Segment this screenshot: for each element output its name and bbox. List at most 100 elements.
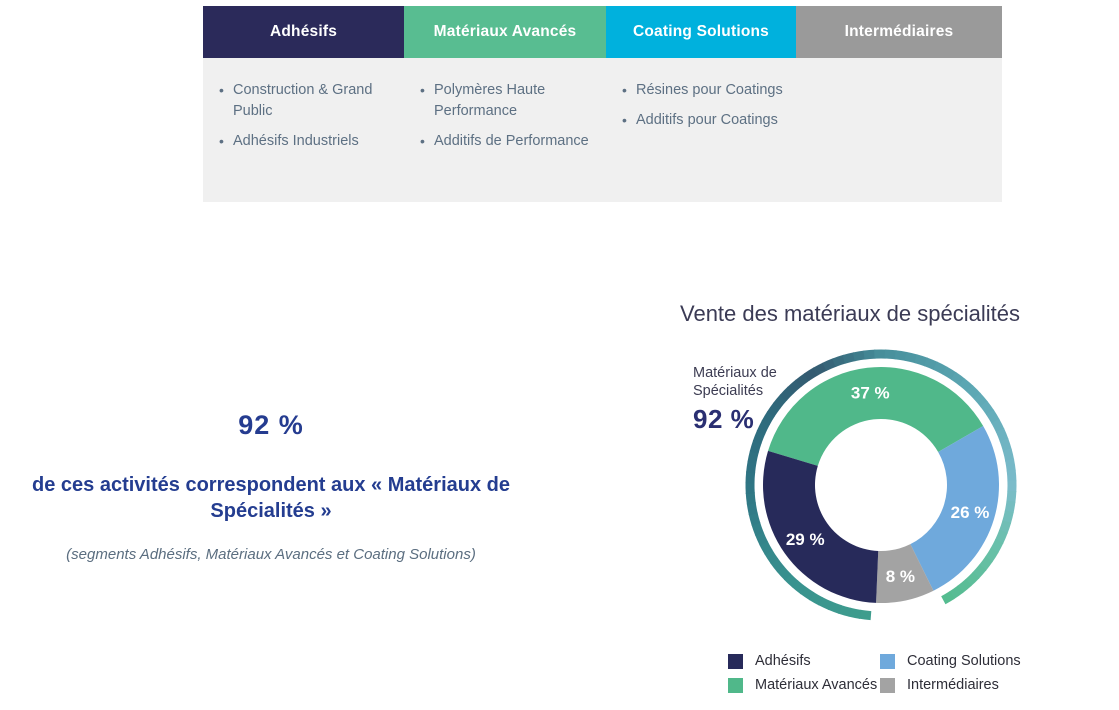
- outer-ring-arc: [948, 585, 964, 600]
- donut-slice-intermediaires: [876, 544, 934, 604]
- outer-ring-arc: [852, 350, 866, 362]
- specialty-callout: Matériaux de Spécialités 92 %: [693, 364, 805, 435]
- legend-label: Intermédiaires: [907, 677, 999, 693]
- donut-svg: 37 % 26 % 8 % 29 %: [745, 349, 1017, 621]
- outer-ring-arc: [973, 392, 988, 408]
- outer-ring-arc: [818, 597, 833, 611]
- outer-ring-arc: [748, 512, 761, 526]
- slice-value-label: 29 %: [786, 530, 825, 549]
- outer-ring-arc: [1002, 448, 1015, 462]
- tab-intermediaires[interactable]: Intermédiaires: [796, 6, 1002, 58]
- outer-ring-arc: [858, 609, 872, 621]
- outer-ring-arc: [848, 607, 862, 619]
- outer-ring-arc: [776, 565, 792, 581]
- outer-ring-arc: [1005, 458, 1016, 472]
- outer-ring-arc: [994, 529, 1008, 544]
- segment-list-coating-solutions: Résines pour Coatings Additifs pour Coat…: [606, 80, 796, 182]
- legend-label: Adhésifs: [755, 653, 811, 669]
- legend-item-intermediaires: Intermédiaires: [880, 677, 1100, 693]
- outer-ring-arc: [986, 409, 1000, 425]
- outer-ring-arc: [783, 573, 799, 588]
- legend-swatch: [728, 653, 743, 669]
- legend-swatch: [728, 677, 743, 693]
- outer-ring-arc: [1006, 490, 1017, 503]
- highlight-block: 92 % de ces activités correspondent aux …: [16, 410, 526, 563]
- list-item: Polymères Haute Performance: [420, 80, 592, 122]
- outer-ring-arc: [842, 352, 856, 364]
- outer-ring-arc: [832, 354, 847, 367]
- sales-chart-section: Vente des matériaux de spécialités 37 % 2…: [680, 301, 1100, 693]
- tab-coating-solutions[interactable]: Coating Solutions: [606, 6, 796, 58]
- segment-list-adhesifs: Construction & Grand Public Adhésifs Ind…: [203, 80, 404, 182]
- outer-ring-arc: [749, 439, 762, 454]
- list-item: Additifs pour Coatings: [622, 110, 784, 131]
- outer-ring-arc: [984, 547, 999, 563]
- outer-ring-arc: [904, 351, 918, 364]
- callout-value: 92 %: [693, 404, 755, 434]
- outer-ring-arc: [995, 428, 1009, 443]
- legend-label: Coating Solutions: [907, 653, 1021, 669]
- outer-ring-arc: [1004, 500, 1016, 514]
- slice-value-label: 8 %: [886, 567, 915, 586]
- legend-item-coating-solutions: Coating Solutions: [880, 653, 1100, 669]
- tab-adhesifs[interactable]: Adhésifs: [203, 6, 404, 58]
- slice-value-label: 26 %: [951, 503, 990, 522]
- outer-ring-arc: [764, 549, 779, 564]
- highlight-headline: de ces activités correspondent aux « Mat…: [32, 474, 510, 522]
- legend-label: Matériaux Avancés: [755, 677, 878, 693]
- segment-list-intermediaires: [796, 80, 1002, 182]
- outer-ring-arc: [754, 531, 768, 546]
- outer-ring-arc: [751, 521, 764, 536]
- segment-list-materiaux-avances: Polymères Haute Performance Additifs de …: [404, 80, 606, 182]
- callout-label: Matériaux de Spécialités: [693, 365, 777, 399]
- donut-slice-materiaux-avances: [768, 367, 984, 466]
- donut-slice-coating-solutions: [910, 426, 999, 591]
- highlight-percentage: 92 %: [238, 410, 304, 440]
- outer-ring-arc: [1006, 469, 1017, 482]
- list-item: Construction & Grand Public: [219, 80, 391, 122]
- outer-ring-arc: [747, 450, 759, 464]
- list-item: Additifs de Performance: [420, 131, 592, 152]
- tab-materiaux-avances[interactable]: Matériaux Avancés: [404, 6, 606, 58]
- outer-ring-arc: [803, 367, 819, 382]
- outer-ring-arc: [745, 492, 756, 505]
- outer-ring-arc: [923, 357, 938, 371]
- outer-ring-arc: [808, 592, 824, 606]
- highlight-note: (segments Adhésifs, Matériaux Avancés et…: [66, 546, 476, 563]
- chart-legend: Adhésifs Matériaux Avancés Coating Solutio…: [728, 653, 1100, 693]
- outer-ring-arc: [759, 540, 773, 555]
- outer-ring-arc: [791, 580, 807, 595]
- list-item: Résines pour Coatings: [622, 80, 784, 101]
- outer-ring-arc: [972, 564, 987, 579]
- outer-ring-arc: [958, 378, 974, 393]
- outer-ring-arc: [999, 438, 1012, 452]
- outer-ring-arc: [745, 471, 756, 484]
- outer-ring-arc: [914, 354, 929, 367]
- legend-swatch: [880, 653, 895, 669]
- outer-ring-arc: [964, 571, 980, 587]
- donut-slice-adhesifs: [763, 450, 879, 603]
- outer-ring-arc: [770, 557, 785, 573]
- segment-details: Construction & Grand Public Adhésifs Ind…: [203, 58, 1002, 202]
- outer-ring-arc: [837, 604, 852, 617]
- outer-ring-arc: [933, 361, 948, 375]
- outer-ring-arc: [950, 371, 966, 387]
- legend-item-materiaux-avances: Matériaux Avancés: [728, 677, 880, 693]
- slice-value-label: 37 %: [851, 384, 890, 403]
- outer-ring-arc: [998, 520, 1012, 535]
- legend-swatch: [880, 677, 895, 693]
- outer-ring-arc: [991, 418, 1005, 434]
- outer-ring-arc: [863, 349, 876, 360]
- outer-ring-arc: [746, 460, 757, 474]
- outer-ring-arc: [942, 366, 957, 381]
- outer-ring-arc: [1002, 510, 1014, 524]
- chart-title: Vente des matériaux de spécialités: [680, 301, 1020, 326]
- donut-chart: 37 % 26 % 8 % 29 % Matériaux de Spécialités…: [693, 347, 1019, 623]
- segment-tabs: Adhésifs Matériaux Avancés Coating Solut…: [203, 6, 1002, 58]
- outer-ring-arc: [812, 362, 828, 376]
- business-segments-table: Adhésifs Matériaux Avancés Coating Solut…: [203, 6, 1002, 202]
- outer-ring-arc: [980, 400, 995, 416]
- list-item: Adhésifs Industriels: [219, 131, 391, 152]
- outer-ring-arc: [884, 349, 897, 360]
